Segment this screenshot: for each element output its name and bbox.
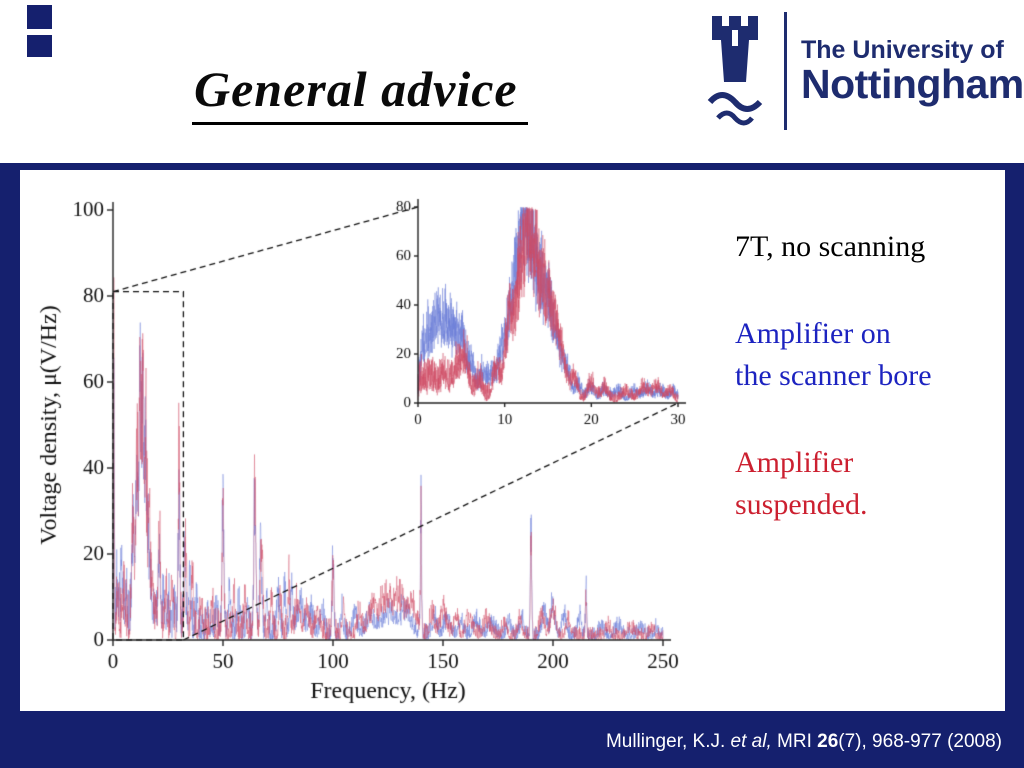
citation: Mullinger, K.J. et al, MRI 26(7), 968-97…: [606, 731, 1002, 753]
annotations: 7T, no scanning Amplifier on the scanner…: [735, 226, 1005, 571]
spectra-chart-canvas: [28, 173, 728, 709]
slide-header: General advice The University of Notting…: [0, 0, 1024, 163]
decorative-square: [27, 5, 52, 29]
citation-etal: et al,: [730, 731, 772, 752]
page-title: General advice: [192, 60, 528, 125]
annotation-2: Amplifier suspended.: [735, 446, 868, 521]
annotation-1: Amplifier on the scanner bore: [735, 317, 932, 392]
citation-author: Mullinger, K.J.: [605, 731, 731, 752]
castle-icon: [707, 16, 763, 126]
annotation-0: 7T, no scanning: [735, 230, 926, 263]
citation-volume: 26: [817, 731, 839, 752]
logo-text: The University of Nottingham: [801, 37, 1024, 104]
nottingham-logo: The University of Nottingham: [700, 10, 1024, 132]
citation-rest: (7), 968-977 (2008): [838, 731, 1002, 752]
logo-divider: [784, 12, 787, 130]
logo-text-line1: The University of: [801, 36, 1004, 65]
content-panel: 7T, no scanning Amplifier on the scanner…: [20, 170, 1005, 711]
citation-journal: MRI: [771, 731, 818, 752]
decorative-square: [27, 35, 52, 57]
logo-text-line2: Nottingham: [801, 60, 1024, 107]
